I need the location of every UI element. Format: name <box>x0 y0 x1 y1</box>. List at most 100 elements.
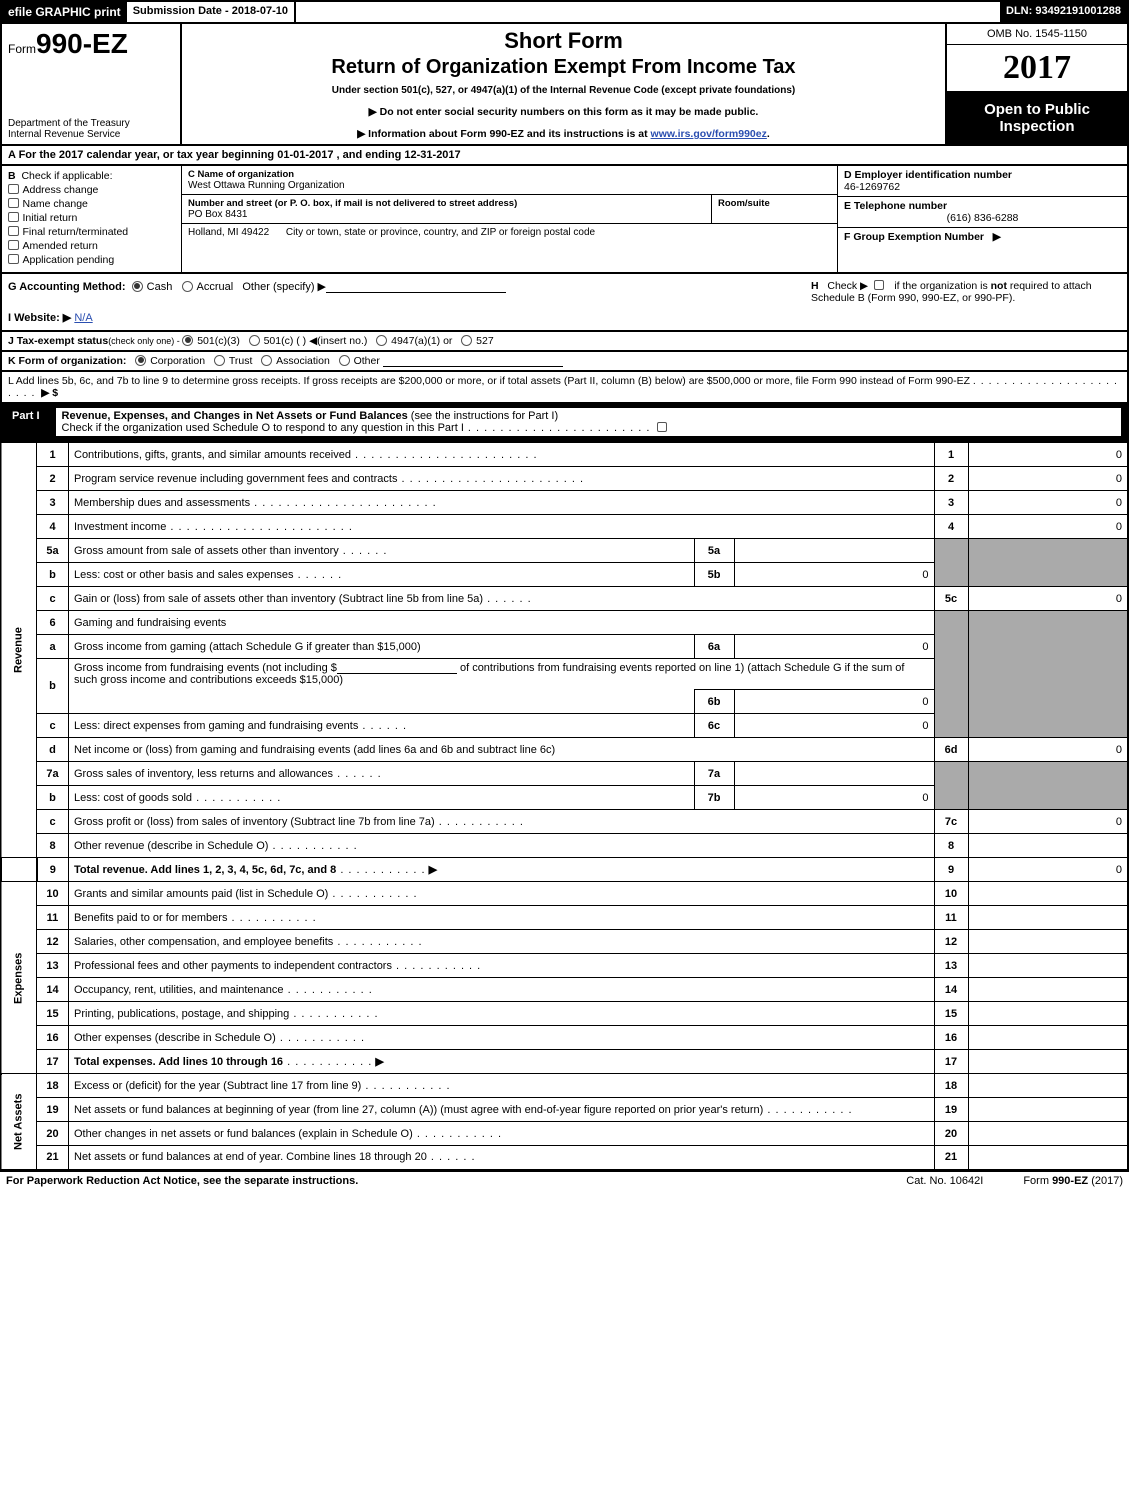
dots <box>283 1056 372 1068</box>
cb-address-change[interactable]: Address change <box>8 184 175 196</box>
footer-right-post: (2017) <box>1088 1175 1123 1187</box>
row-g: G Accounting Method: Cash Accrual Other … <box>8 280 811 324</box>
shaded-cell <box>968 539 1128 587</box>
arrow-icon: ▶ $ <box>41 387 58 399</box>
checkbox-icon[interactable] <box>8 212 19 223</box>
radio-assoc[interactable] <box>261 355 272 366</box>
line-value[interactable] <box>968 1074 1128 1098</box>
dots <box>166 521 353 533</box>
j-o1: 501(c)(3) <box>197 335 240 347</box>
row-g-h: G Accounting Method: Cash Accrual Other … <box>0 274 1129 332</box>
table-row: 9 Total revenue. Add lines 1, 2, 3, 4, 5… <box>1 858 1128 882</box>
cb-application-pending[interactable]: Application pending <box>8 254 175 266</box>
line-num: 19 <box>37 1098 69 1122</box>
sub-value[interactable]: 0 <box>734 563 934 587</box>
line-value[interactable]: 0 <box>968 738 1128 762</box>
shaded-cell <box>934 539 968 587</box>
checkbox-icon[interactable] <box>8 240 19 251</box>
h-checkbox[interactable] <box>874 280 885 291</box>
efile-badge[interactable]: efile GRAPHIC print <box>2 2 127 22</box>
line-text: Gross profit or (loss) from sales of inv… <box>74 816 435 828</box>
cb-label: Name change <box>23 198 88 210</box>
line-text: Gross amount from sale of assets other t… <box>74 545 339 557</box>
line-num: 10 <box>37 882 69 906</box>
line-num: 21 <box>37 1146 69 1170</box>
instructions-link[interactable]: www.irs.gov/form990ez <box>651 128 767 140</box>
checkbox-icon[interactable] <box>8 254 19 265</box>
dots <box>413 1128 502 1140</box>
header-mid: Short Form Return of Organization Exempt… <box>182 24 947 144</box>
j-o4: 527 <box>476 335 494 347</box>
open-to-public: Open to Public Inspection <box>947 92 1127 144</box>
sub-value[interactable] <box>734 762 934 786</box>
line-value[interactable]: 0 <box>968 491 1128 515</box>
line-numcol: 19 <box>934 1098 968 1122</box>
line-value[interactable] <box>968 954 1128 978</box>
line-value[interactable]: 0 <box>968 587 1128 611</box>
street-value: PO Box 8431 <box>188 209 705 220</box>
arrow-icon: ▶ <box>993 231 1001 243</box>
part-i-checkbox[interactable] <box>657 422 668 433</box>
line-value[interactable]: 0 <box>968 467 1128 491</box>
radio-527[interactable] <box>461 335 472 346</box>
checkbox-icon[interactable] <box>8 198 19 209</box>
line-value[interactable]: 0 <box>968 515 1128 539</box>
radio-501c[interactable] <box>249 335 260 346</box>
line-value[interactable] <box>968 1146 1128 1170</box>
line-value[interactable] <box>968 1098 1128 1122</box>
footer-right-bold: 990-EZ <box>1052 1175 1088 1187</box>
line-value[interactable] <box>968 882 1128 906</box>
box-e: E Telephone number (616) 836-6288 <box>838 197 1127 228</box>
line-value[interactable] <box>968 1122 1128 1146</box>
line-num: 8 <box>37 834 69 858</box>
line-value[interactable] <box>968 978 1128 1002</box>
k-other-input[interactable] <box>383 355 563 367</box>
i-label: I Website: ▶ <box>8 312 71 324</box>
sub-value[interactable]: 0 <box>734 635 934 659</box>
line-value[interactable] <box>968 1026 1128 1050</box>
sub-value[interactable]: 0 <box>734 714 934 738</box>
h-text2: if the organization is <box>894 280 990 292</box>
line-value[interactable] <box>968 834 1128 858</box>
line-value[interactable] <box>968 1002 1128 1026</box>
line-value[interactable]: 0 <box>968 810 1128 834</box>
line-value[interactable] <box>968 930 1128 954</box>
line-text: Professional fees and other payments to … <box>74 960 392 972</box>
radio-other[interactable] <box>339 355 350 366</box>
line-desc: Less: cost or other basis and sales expe… <box>69 563 695 587</box>
k-label: K Form of organization: <box>8 355 126 367</box>
sub-num: 7b <box>694 786 734 810</box>
dept-treasury: Department of the Treasury <box>8 118 174 129</box>
line-num: 6 <box>37 611 69 635</box>
short-form-title: Short Form <box>192 28 935 54</box>
radio-4947[interactable] <box>376 335 387 346</box>
dots <box>268 840 357 852</box>
sub-value[interactable] <box>734 539 934 563</box>
line-value[interactable]: 0 <box>968 858 1128 882</box>
sub-value[interactable]: 0 <box>734 690 934 714</box>
sub-value[interactable]: 0 <box>734 786 934 810</box>
line-value[interactable] <box>968 1050 1128 1074</box>
fundraising-amount-input[interactable] <box>337 662 457 674</box>
line-text: Total expenses. Add lines 10 through 16 <box>74 1056 283 1068</box>
line-value[interactable]: 0 <box>968 443 1128 467</box>
website-link[interactable]: N/A <box>74 312 92 324</box>
cb-final-return[interactable]: Final return/terminated <box>8 226 175 238</box>
radio-cash[interactable] <box>132 281 143 292</box>
line-num: b <box>37 786 69 810</box>
radio-accrual[interactable] <box>182 281 193 292</box>
radio-501c3[interactable] <box>182 335 193 346</box>
cb-amended[interactable]: Amended return <box>8 240 175 252</box>
radio-corp[interactable] <box>135 355 146 366</box>
dots <box>483 593 532 605</box>
row-h: H Check ▶ if the organization is not req… <box>811 280 1121 324</box>
g-other-input[interactable] <box>326 281 506 293</box>
cb-name-change[interactable]: Name change <box>8 198 175 210</box>
instruction-2: ▶ Information about Form 990-EZ and its … <box>192 128 935 140</box>
checkbox-icon[interactable] <box>8 184 19 195</box>
line-value[interactable] <box>968 906 1128 930</box>
checkbox-icon[interactable] <box>8 226 19 237</box>
cb-initial-return[interactable]: Initial return <box>8 212 175 224</box>
line-num: 14 <box>37 978 69 1002</box>
radio-trust[interactable] <box>214 355 225 366</box>
